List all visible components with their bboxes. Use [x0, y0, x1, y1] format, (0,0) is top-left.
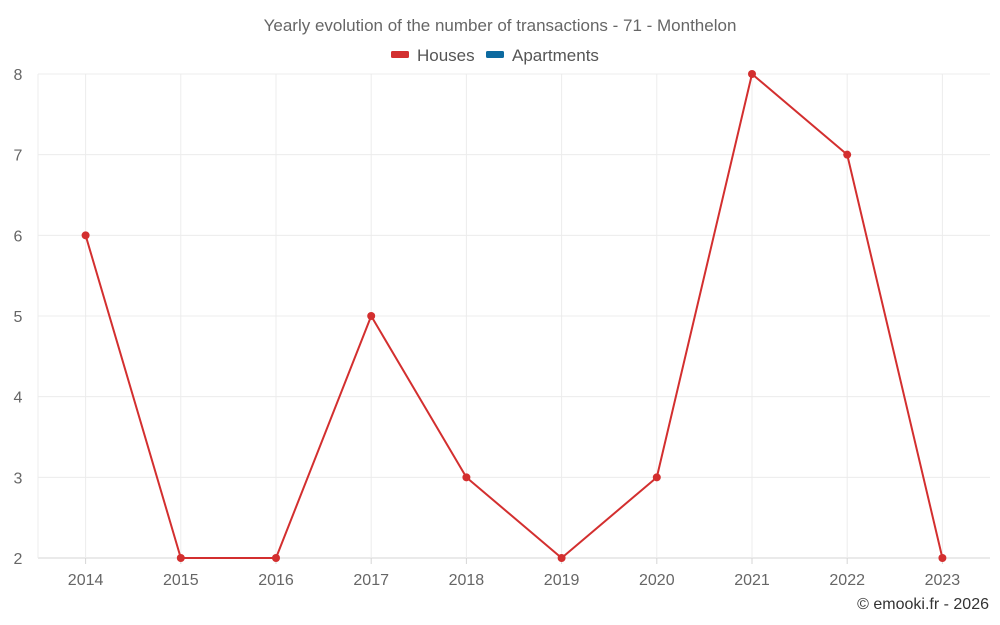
legend-label-houses: Houses — [417, 46, 475, 65]
data-point-houses-2015[interactable] — [176, 554, 185, 562]
legend-item-apartments[interactable]: Apartments — [486, 46, 599, 65]
data-point-houses-2022[interactable] — [843, 150, 852, 159]
y-tick-label: 2 — [14, 551, 23, 568]
chart-title: Yearly evolution of the number of transa… — [264, 16, 737, 35]
y-tick-label: 3 — [14, 470, 23, 487]
x-tick-label: 2018 — [449, 572, 485, 589]
grid — [38, 73, 990, 559]
data-point-houses-2014[interactable] — [81, 231, 90, 240]
x-tick-label: 2019 — [544, 572, 580, 589]
x-tick-label: 2022 — [829, 572, 865, 589]
x-tick-label: 2015 — [163, 572, 199, 589]
data-point-houses-2021[interactable] — [748, 70, 756, 78]
y-tick-label: 5 — [14, 309, 23, 326]
series — [81, 70, 947, 562]
legend: Houses Apartments — [391, 46, 599, 65]
legend-swatch-apartments — [486, 51, 504, 58]
data-point-houses-2016[interactable] — [272, 554, 280, 562]
x-tick-label: 2014 — [68, 572, 104, 589]
x-tick-label: 2020 — [639, 572, 675, 589]
x-tick-label: 2016 — [258, 572, 294, 589]
legend-item-houses[interactable]: Houses — [391, 46, 475, 65]
y-tick-label: 6 — [14, 228, 23, 245]
axes: 2 3 4 5 6 7 8 2014 2015 2016 2017 2018 2019 2020 2021 2… — [14, 67, 961, 589]
legend-swatch-houses — [391, 51, 409, 58]
x-tick-label: 2017 — [353, 572, 389, 589]
y-tick-label: 4 — [14, 390, 23, 407]
series-line-houses — [84, 73, 944, 559]
x-tick-label: 2023 — [925, 572, 961, 589]
y-tick-label: 7 — [14, 148, 23, 165]
data-point-houses-2019[interactable] — [557, 554, 566, 562]
data-point-houses-2018[interactable] — [462, 473, 471, 482]
data-point-houses-2023[interactable] — [938, 554, 947, 562]
credit-text: © emooki.fr - 2026 — [857, 596, 989, 613]
x-tick-label: 2021 — [734, 572, 770, 589]
data-point-houses-2017[interactable] — [367, 312, 376, 320]
data-point-houses-2020[interactable] — [652, 473, 661, 482]
y-tick-label: 8 — [14, 67, 23, 84]
legend-label-apartments: Apartments — [512, 46, 599, 65]
